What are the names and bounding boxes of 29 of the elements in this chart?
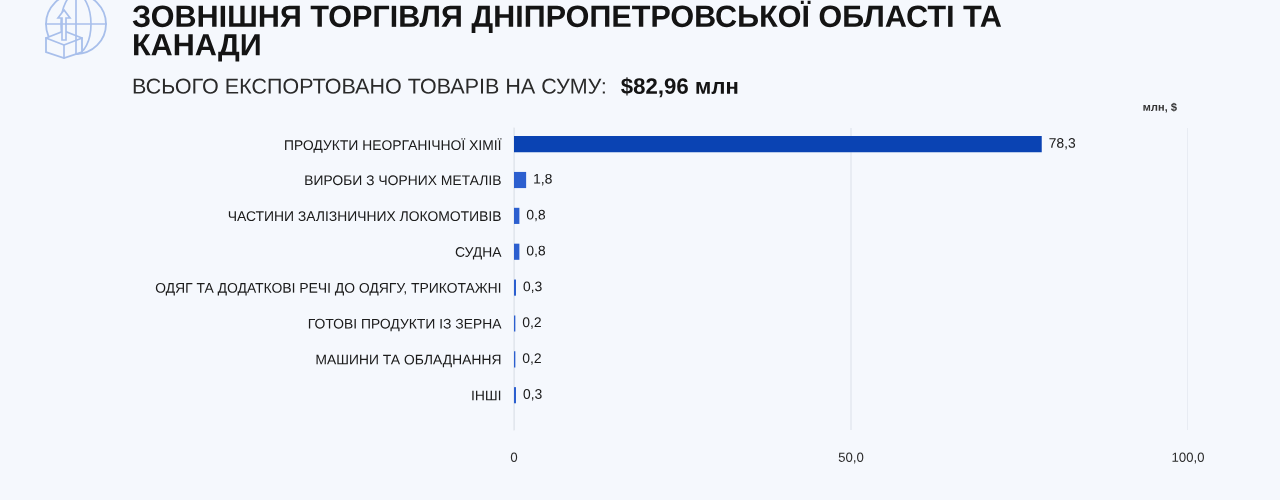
y-tick-label: ІНШІ — [472, 390, 501, 401]
y-tick-label: ВИРОБИ З ЧОРНИХ МЕТАЛІВ — [305, 175, 501, 186]
bar — [514, 171, 527, 189]
x-tick-label: 100,0 — [1172, 452, 1204, 464]
y-tick-label: ОДЯГ ТА ДОДАТКОВІ РЕЧІ ДО ОДЯГУ, ТРИКОТАЖНІ — [155, 282, 501, 296]
y-tick-label: МАШИНИ ТА ОБЛАДНАННЯ — [316, 354, 501, 368]
bar — [514, 387, 517, 404]
bar — [514, 207, 520, 224]
text: $82,96 млн — [621, 77, 738, 98]
x-tick-label: 50,0 — [838, 452, 864, 464]
x-axis-title: млн, $ — [1143, 102, 1177, 113]
data-label: 78,3 — [1049, 138, 1076, 150]
bar — [514, 243, 520, 260]
y-tick-label: ГОТОВІ ПРОДУКТИ ІЗ ЗЕРНА — [308, 318, 502, 332]
bar — [514, 279, 517, 296]
y-tick-label: СУДНА — [455, 247, 502, 260]
data-label: 0,3 — [523, 281, 542, 293]
bar — [514, 136, 1042, 153]
y-tick-label: ПРОДУКТИ НЕОРГАНІЧНОЇ ХІМІЇ — [285, 138, 502, 153]
data-label: 0,2 — [522, 353, 541, 365]
data-label: 0,3 — [523, 389, 542, 401]
chart-title: ЗОВНІШНЯ ТОРГІВЛЯ ДНІПРОПЕТРОВСЬКОЇ ОБЛАСТІ ТА КАНАДИ — [132, 0, 1002, 62]
data-label: 0,8 — [526, 245, 546, 258]
data-label: 1,8 — [534, 173, 552, 186]
data-label: 0,8 — [526, 209, 546, 222]
data-label: 0,2 — [522, 317, 541, 329]
chart-subtitle: ВСЬОГО ЕКСПОРТОВАНО ТОВАРІВ НА СУМУ: — [133, 78, 605, 94]
x-tick-label: 0 — [510, 452, 518, 462]
y-tick-label: ЧАСТИНИ ЗАЛІЗНИЧНИХ ЛОКОМОТИВІВ — [228, 211, 501, 222]
